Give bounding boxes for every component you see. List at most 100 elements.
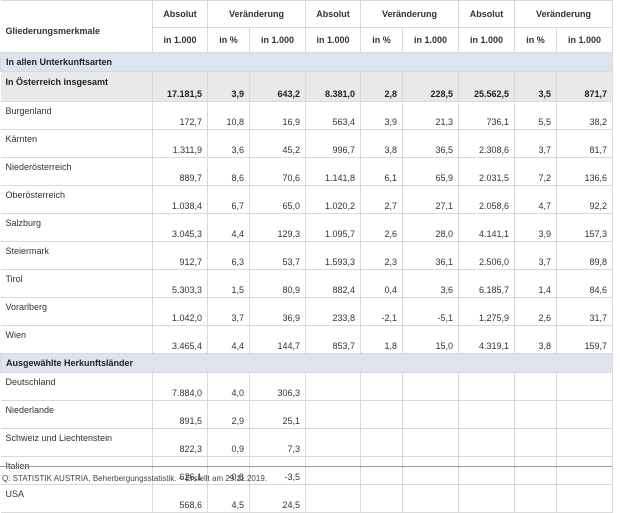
value-cell: 15,0 — [402, 325, 460, 354]
value-cell: 36,9 — [248, 297, 307, 326]
value-cell — [360, 400, 404, 429]
total-row: In Österreich insgesamt 17.181,5 3,9 643,2 8… — [0, 71, 614, 102]
table-row: Niederlande 891,5 2,9 25,1 — [0, 400, 614, 429]
value-cell: 7.884,0 — [152, 372, 208, 401]
row-label: Schweiz und Liechtenstein — [0, 428, 153, 457]
value-cell: 25,1 — [248, 400, 307, 429]
value-cell: 3,9 — [207, 71, 250, 102]
unit-header: in 1.000 — [402, 27, 460, 53]
value-cell: 65,9 — [402, 157, 460, 186]
group-header: Veränderung — [360, 0, 460, 28]
value-cell: 736,1 — [458, 101, 516, 130]
section-header-row: In allen Unterkunftsarten — [0, 52, 614, 72]
value-cell: 3.465,4 — [152, 325, 208, 354]
value-cell: 1.275,9 — [458, 297, 516, 326]
value-cell — [360, 484, 404, 513]
value-cell: 2.308,6 — [458, 129, 516, 158]
value-cell: 871,7 — [556, 71, 614, 102]
value-cell: 822,3 — [152, 428, 208, 457]
value-cell: 996,7 — [305, 129, 362, 158]
value-cell: 0,4 — [360, 269, 404, 298]
row-label: USA — [0, 484, 153, 513]
value-cell: 1,4 — [514, 269, 558, 298]
table-body: In allen Unterkunftsarten In Österreich i… — [0, 52, 614, 513]
table-row: Tirol 5.303,3 1,5 80,9 882,4 0,4 3,6 6.185,7 1,4… — [0, 269, 614, 298]
value-cell: 1.020,2 — [305, 185, 362, 214]
value-cell: 1.042,0 — [152, 297, 208, 326]
value-cell: 157,3 — [556, 213, 614, 242]
value-cell: 306,3 — [248, 372, 307, 401]
value-cell: 3,6 — [402, 269, 460, 298]
value-cell — [402, 428, 460, 457]
value-cell: -5,1 — [402, 297, 460, 326]
table-row: Schweiz und Liechtenstein 822,3 0,9 7,3 — [0, 428, 614, 457]
source-note: Q: STATISTIK AUSTRIA, Beherbergungsstati… — [2, 474, 267, 483]
value-cell: 89,8 — [556, 241, 614, 270]
value-cell: 7,3 — [248, 428, 307, 457]
value-cell: 172,7 — [152, 101, 208, 130]
unit-header: in 1.000 — [458, 27, 516, 53]
unit-header: in % — [360, 27, 404, 53]
row-label: Kärnten — [0, 129, 153, 158]
value-cell: 891,5 — [152, 400, 208, 429]
value-cell: 0,9 — [207, 428, 250, 457]
row-label: Niederlande — [0, 400, 153, 429]
value-cell: 4.141,1 — [458, 213, 516, 242]
value-cell: 159,7 — [556, 325, 614, 354]
table-row: Oberösterreich 1.038,4 6,7 65,0 1.020,2 2,7 27… — [0, 185, 614, 214]
value-cell: 65,0 — [248, 185, 307, 214]
row-label: Salzburg — [0, 213, 153, 242]
value-cell — [458, 456, 516, 485]
value-cell: 81,7 — [556, 129, 614, 158]
table-row: Wien 3.465,4 4,4 144,7 853,7 1,8 15,0 4.319,1 3,… — [0, 325, 614, 354]
value-cell: 3,6 — [207, 129, 250, 158]
value-cell: 3,5 — [514, 71, 558, 102]
value-cell: 92,2 — [556, 185, 614, 214]
value-cell — [514, 400, 558, 429]
section-header-row: Ausgewählte Herkunftsländer — [0, 353, 614, 373]
value-cell — [458, 428, 516, 457]
value-cell: 4,4 — [207, 325, 250, 354]
value-cell: 228,5 — [402, 71, 460, 102]
value-cell: 2,8 — [360, 71, 404, 102]
unit-header: in 1.000 — [305, 27, 362, 53]
group-header: Absolut — [305, 0, 362, 28]
value-cell — [360, 428, 404, 457]
value-cell: 1.311,9 — [152, 129, 208, 158]
value-cell: 6,3 — [207, 241, 250, 270]
unit-header: in 1.000 — [248, 27, 307, 53]
row-label: Steiermark — [0, 241, 153, 270]
value-cell: 28,0 — [402, 213, 460, 242]
table-row: Niederösterreich 889,7 8,6 70,6 1.141,8 6,1 65… — [0, 157, 614, 186]
value-cell: 6,7 — [207, 185, 250, 214]
value-cell: 3,7 — [514, 129, 558, 158]
value-cell: 17.181,5 — [152, 71, 208, 102]
value-cell: 70,6 — [248, 157, 307, 186]
value-cell: -3,5 — [248, 456, 307, 485]
table-row: Deutschland 7.884,0 4,0 306,3 — [0, 372, 614, 401]
value-cell: 10,8 — [207, 101, 250, 130]
value-cell: 2,3 — [360, 241, 404, 270]
group-header: Veränderung — [514, 0, 614, 28]
table-row: Salzburg 3.045,3 4,4 129,3 1.095,7 2,6 28,0 4.1… — [0, 213, 614, 242]
value-cell: 2.058,6 — [458, 185, 516, 214]
group-header: Absolut — [152, 0, 208, 28]
table-row: Vorarlberg 1.042,0 3,7 36,9 233,8 -2,1 -5,1 1.2… — [0, 297, 614, 326]
value-cell — [305, 456, 362, 485]
value-cell — [305, 400, 362, 429]
value-cell: 6,1 — [360, 157, 404, 186]
value-cell: 3.045,3 — [152, 213, 208, 242]
value-cell: 3,9 — [360, 101, 404, 130]
value-cell: 2.031,5 — [458, 157, 516, 186]
value-cell — [402, 484, 460, 513]
value-cell: 8.381,0 — [305, 71, 362, 102]
value-cell — [556, 484, 614, 513]
value-cell: 36,5 — [402, 129, 460, 158]
value-cell: 53,7 — [248, 241, 307, 270]
value-cell — [556, 456, 614, 485]
value-cell: 3,7 — [514, 241, 558, 270]
value-cell: 16,9 — [248, 101, 307, 130]
value-cell: 912,7 — [152, 241, 208, 270]
value-cell — [305, 428, 362, 457]
